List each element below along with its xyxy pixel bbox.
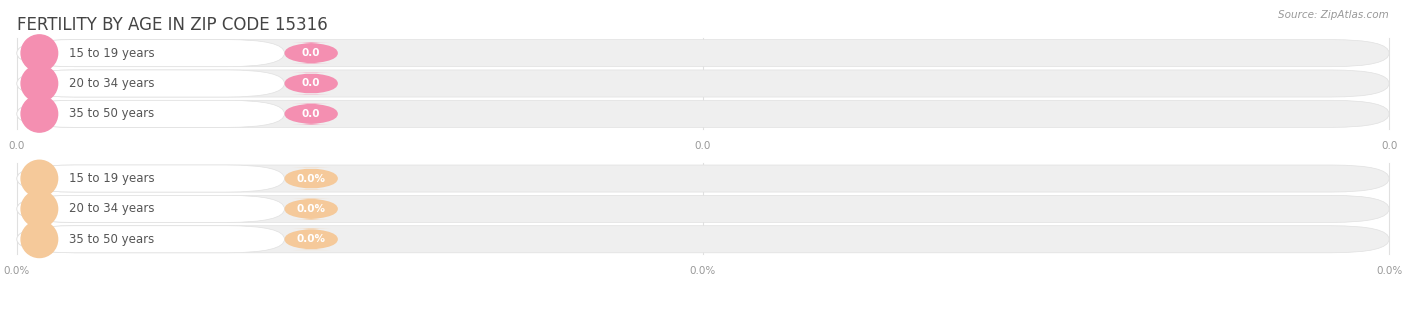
FancyBboxPatch shape	[17, 226, 1389, 253]
FancyBboxPatch shape	[17, 70, 1389, 97]
FancyBboxPatch shape	[17, 100, 284, 127]
Text: 0.0%: 0.0%	[297, 234, 326, 244]
Text: 0.0: 0.0	[302, 109, 321, 119]
Text: 0.0: 0.0	[302, 79, 321, 88]
Ellipse shape	[21, 191, 58, 227]
Ellipse shape	[21, 35, 58, 71]
FancyBboxPatch shape	[284, 168, 337, 189]
Ellipse shape	[21, 160, 58, 197]
FancyBboxPatch shape	[17, 226, 284, 253]
Text: 15 to 19 years: 15 to 19 years	[69, 172, 155, 185]
FancyBboxPatch shape	[284, 198, 337, 220]
FancyBboxPatch shape	[17, 100, 1389, 127]
Text: FERTILITY BY AGE IN ZIP CODE 15316: FERTILITY BY AGE IN ZIP CODE 15316	[17, 16, 328, 35]
Text: 0.0: 0.0	[302, 48, 321, 58]
Text: 0.0: 0.0	[1381, 141, 1398, 150]
FancyBboxPatch shape	[284, 73, 337, 94]
Text: 15 to 19 years: 15 to 19 years	[69, 47, 155, 60]
Text: 0.0: 0.0	[8, 141, 25, 150]
FancyBboxPatch shape	[284, 42, 337, 64]
FancyBboxPatch shape	[17, 40, 1389, 67]
Text: 0.0%: 0.0%	[297, 204, 326, 214]
FancyBboxPatch shape	[17, 70, 284, 97]
Text: 20 to 34 years: 20 to 34 years	[69, 202, 155, 215]
Text: 35 to 50 years: 35 to 50 years	[69, 107, 155, 120]
Text: 0.0: 0.0	[695, 141, 711, 150]
FancyBboxPatch shape	[17, 195, 284, 222]
FancyBboxPatch shape	[17, 165, 284, 192]
Text: 0.0%: 0.0%	[690, 266, 716, 276]
Text: 0.0%: 0.0%	[297, 174, 326, 183]
Text: 20 to 34 years: 20 to 34 years	[69, 77, 155, 90]
Text: 35 to 50 years: 35 to 50 years	[69, 233, 155, 246]
FancyBboxPatch shape	[284, 103, 337, 125]
Text: Source: ZipAtlas.com: Source: ZipAtlas.com	[1278, 10, 1389, 20]
Ellipse shape	[21, 221, 58, 257]
FancyBboxPatch shape	[17, 195, 1389, 222]
FancyBboxPatch shape	[17, 165, 1389, 192]
FancyBboxPatch shape	[284, 228, 337, 250]
FancyBboxPatch shape	[17, 40, 284, 67]
Text: 0.0%: 0.0%	[1376, 266, 1402, 276]
Text: 0.0%: 0.0%	[4, 266, 30, 276]
Ellipse shape	[21, 96, 58, 132]
Ellipse shape	[21, 65, 58, 102]
